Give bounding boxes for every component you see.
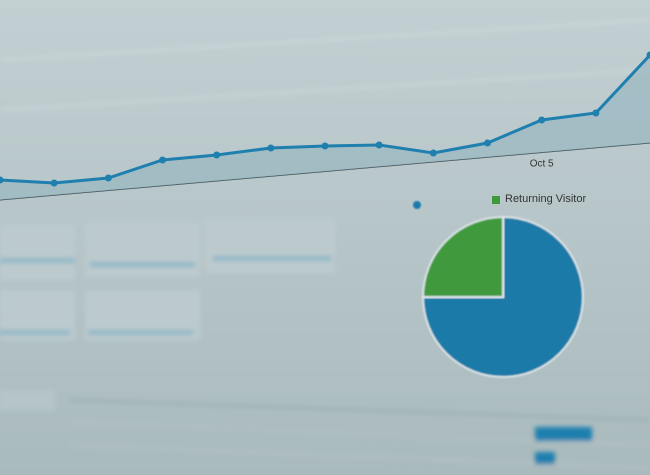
point	[321, 142, 329, 150]
legend-swatch	[492, 196, 500, 204]
area	[0, 55, 650, 200]
point	[646, 51, 650, 59]
point	[50, 179, 58, 187]
point	[0, 176, 4, 184]
pie-slice	[421, 215, 504, 298]
line-chart: Oct 5	[0, 51, 650, 200]
point	[484, 139, 491, 147]
pie-chart: Returning Visitor	[413, 193, 586, 378]
point	[538, 116, 546, 124]
point	[159, 156, 166, 164]
point	[267, 144, 275, 152]
point	[213, 151, 221, 159]
point	[104, 174, 112, 182]
legend-swatch	[413, 201, 421, 209]
blurred-panels	[0, 19, 650, 469]
legend-label: Returning Visitor	[505, 193, 586, 205]
point	[375, 141, 383, 149]
point	[429, 149, 437, 157]
point	[592, 109, 600, 117]
x-tick-label: Oct 5	[530, 159, 554, 170]
